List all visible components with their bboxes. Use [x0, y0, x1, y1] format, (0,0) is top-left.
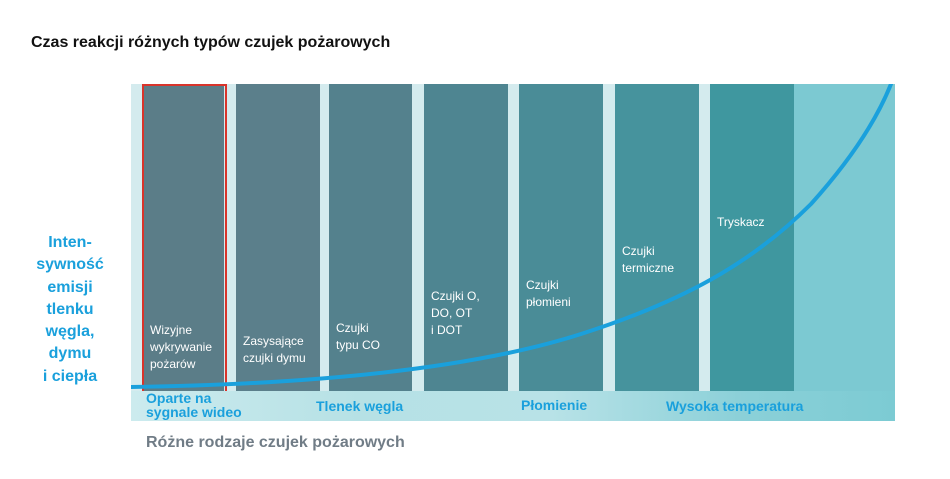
column-label-line: Czujki — [526, 278, 559, 292]
column-label: Tryskacz — [717, 214, 765, 231]
band-label-video: Oparte na sygnale wideo — [146, 391, 242, 419]
column-label: Czujki płomieni — [526, 277, 571, 311]
column-label: Wizyjne wykrywanie pożarów — [150, 322, 212, 373]
column-label-line: płomieni — [526, 295, 571, 309]
category-band — [131, 391, 895, 421]
column-label-line: i DOT — [431, 323, 463, 337]
y-axis-label-line: tlenku — [46, 300, 94, 318]
column-label-line: Tryskacz — [717, 215, 765, 229]
y-axis-label-line: dymu — [48, 345, 92, 363]
column-label-line: wykrywanie — [150, 340, 213, 354]
column-aspirating: Zasysające czujki dymu — [236, 84, 320, 391]
x-axis-label: Różne rodzaje czujek pożarowych — [146, 434, 405, 451]
band-label-co: Tlenek węgla — [316, 398, 404, 414]
y-axis-label-line: i ciepła — [42, 367, 98, 385]
column-label-line: typu CO — [336, 338, 381, 352]
column-label: Czujki O, DO, OT i DOT — [431, 288, 480, 339]
column-label-line: Wizyjne — [150, 323, 193, 337]
column-label-line: Czujki — [336, 321, 369, 335]
chart-title: Czas reakcji różnych typów czujek pożaro… — [31, 34, 391, 51]
column-label-line: czujki dymu — [243, 351, 306, 365]
column-label: Zasysające czujki dymu — [243, 333, 306, 367]
column-video: Wizyjne wykrywanie pożarów — [143, 84, 224, 391]
band-label-heat: Wysoka temperatura — [666, 398, 804, 414]
response-curve-path — [131, 84, 893, 389]
band-label-text: Oparte na sygnale wideo — [146, 390, 242, 420]
y-axis-label-line: Inten- — [48, 234, 92, 251]
last-area — [794, 84, 895, 391]
y-axis-label-line: emisji — [47, 278, 93, 296]
column-label: Czujki typu CO — [336, 320, 380, 354]
column-label: Czujki termiczne — [622, 243, 674, 277]
column-sprinkler: Tryskacz — [710, 84, 794, 391]
chart-area: Wizyjne wykrywanie pożarów Zasysające cz… — [131, 84, 895, 391]
column-label-line: Zasysające — [243, 334, 304, 348]
column-label-line: DO, OT — [431, 306, 473, 320]
column-label-line: termiczne — [622, 261, 675, 275]
column-label-line: pożarów — [150, 357, 196, 371]
y-axis-label: Inten- sywność emisji tlenku węgla, dymu… — [22, 232, 118, 388]
column-co: Czujki typu CO — [329, 84, 412, 391]
column-label-line: Czujki O, — [431, 289, 480, 303]
column-label-line: Czujki — [622, 244, 655, 258]
response-curve — [131, 84, 893, 389]
y-axis-label-line: węgla, — [45, 323, 95, 341]
y-axis-label-line: sywność — [36, 256, 104, 274]
column-smoke: Czujki O, DO, OT i DOT — [424, 84, 508, 391]
column-heat: Czujki termiczne — [615, 84, 699, 391]
band-label-flame: Płomienie — [521, 397, 588, 413]
